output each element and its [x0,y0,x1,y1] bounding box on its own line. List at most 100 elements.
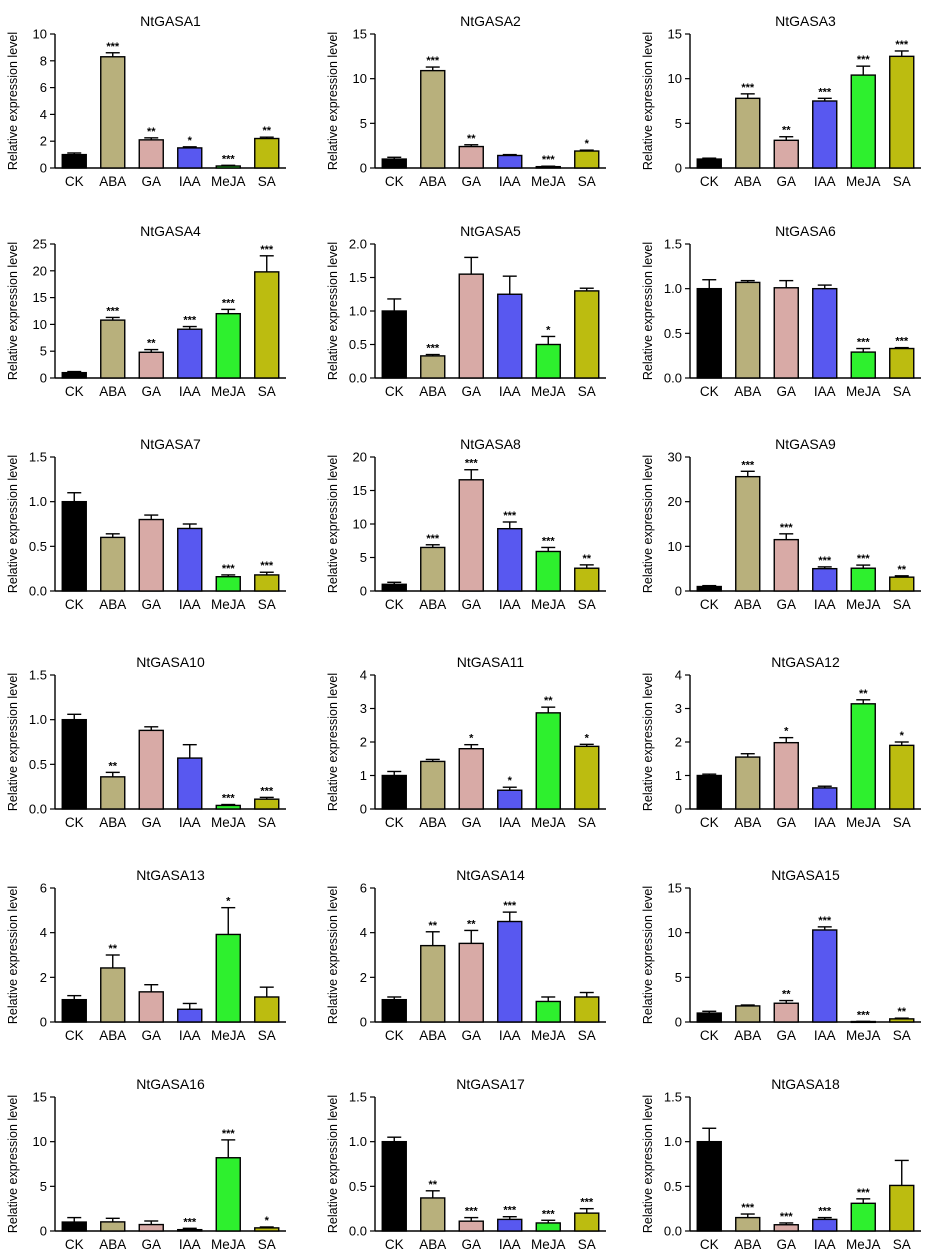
y-tick-label: 4 [40,107,47,122]
y-axis-label: Relative expression level [641,32,655,170]
significance-label: *** [818,555,832,567]
x-tick-label: ABA [99,174,126,189]
y-tick-label: 5 [40,344,47,359]
x-tick-label: ABA [99,384,126,399]
y-axis-label: Relative expression level [6,673,20,811]
bar-ck [381,158,407,169]
panel-title: NtGASA6 [775,223,836,239]
bar-ck [696,287,722,379]
bar-aba [100,1221,126,1232]
panel-title: NtGASA13 [136,867,205,883]
bar-ck [696,774,722,810]
panel-ntgasa7: NtGASA7 Relative expression level 0.0 0.5 1.… [6,436,286,612]
significance-label: *** [542,535,556,547]
y-tick-label: 0.5 [349,1179,367,1194]
x-tick-label: GA [461,1237,481,1252]
y-axis-label: Relative expression level [641,455,655,593]
y-tick-label: 6 [40,881,47,896]
x-tick-label: GA [141,597,161,612]
bar-sa [254,996,280,1023]
x-tick-label: MeJA [211,815,246,830]
y-tick-label: 0.5 [349,337,367,352]
x-tick-label: SA [893,1028,911,1043]
y-tick-label: 5 [360,116,367,131]
x-tick-label: SA [893,174,911,189]
significance-label: ** [544,695,553,707]
panel-title: NtGASA14 [456,867,525,883]
bar-sa [254,1227,280,1232]
bar-aba [100,536,126,592]
bar-meja [535,712,561,810]
bar-sa [254,137,280,169]
x-tick-label: MeJA [211,597,246,612]
panel-ntgasa9: NtGASA9 Relative expression level 0 10 20 30 C… [641,436,921,612]
x-tick-label: IAA [179,597,201,612]
panel-ntgasa3: NtGASA3 Relative expression level 0 5 10 15 CK… [641,13,921,189]
x-tick-label: MeJA [211,174,246,189]
bar-ga [138,991,164,1023]
panel-ntgasa15: NtGASA15 Relative expression level 0 5 10 15 C… [641,867,921,1043]
y-axis-label: Relative expression level [641,673,655,811]
x-tick-label: GA [141,1028,161,1043]
panel-ntgasa1: NtGASA1 Relative expression level 0 2 4 6 8 10 C… [6,13,286,189]
bar-sa [254,798,280,810]
y-tick-label: 4 [360,925,367,940]
x-tick-label: MeJA [211,1028,246,1043]
x-tick-label: GA [776,174,796,189]
bar-ck [381,310,407,379]
significance-label: ** [897,1006,906,1018]
panel-ntgasa5: NtGASA5 Relative expression level 0.0 0.5 1.… [326,223,606,399]
bar-aba [420,1197,446,1232]
bar-iaa [497,1218,523,1232]
bar-meja [850,74,876,169]
y-tick-label: 0 [360,802,367,817]
significance-label: * [188,135,193,147]
y-tick-label: 25 [33,237,47,252]
y-tick-label: 20 [668,494,682,509]
y-tick-label: 1.0 [664,1134,682,1149]
y-tick-label: 1.5 [664,237,682,252]
panel-ntgasa16: NtGASA16 Relative expression level 0 5 10 15 C… [6,1076,286,1252]
x-tick-label: CK [700,815,719,830]
significance-label: * [585,138,590,150]
significance-label: * [469,733,474,745]
x-tick-label: CK [65,597,84,612]
significance-label: ** [897,564,906,576]
y-tick-label: 0.0 [349,371,367,386]
bar-ga [138,1223,164,1232]
bar-aba [420,69,446,169]
x-tick-label: CK [65,174,84,189]
bar-ck [61,500,87,592]
significance-label: ** [428,920,437,932]
panel-ntgasa17: NtGASA17 Relative expression level 0.0 0.5 1… [326,1076,606,1252]
significance-label: *** [222,563,236,575]
bar-ga [458,273,484,379]
panel-ntgasa14: NtGASA14 Relative expression level 0 2 4 6 CK *… [326,867,606,1043]
bar-sa [574,996,600,1023]
bar-meja [535,343,561,379]
x-tick-label: ABA [419,174,446,189]
bar-iaa [812,1218,838,1232]
x-tick-label: MeJA [846,1028,881,1043]
bar-iaa [812,567,838,592]
significance-label: *** [260,785,274,797]
x-tick-label: MeJA [846,815,881,830]
significance-label: *** [818,915,832,927]
y-tick-label: 5 [675,970,682,985]
y-tick-label: 0 [40,1224,47,1239]
y-tick-label: 1.5 [29,668,47,683]
x-tick-label: GA [776,1237,796,1252]
bar-ga [458,748,484,810]
x-tick-label: IAA [499,597,521,612]
bar-meja [215,933,241,1023]
significance-label: ** [782,125,791,137]
bar-iaa [177,1228,203,1232]
significance-label: *** [183,1216,197,1228]
significance-label: *** [260,244,274,256]
panel-ntgasa4: NtGASA4 Relative expression level 0 5 10 15 20… [6,223,286,399]
y-tick-label: 0 [675,1015,682,1030]
bar-meja [850,703,876,810]
bar-meja [535,1222,561,1232]
significance-label: * [226,896,231,908]
x-tick-label: CK [385,174,404,189]
